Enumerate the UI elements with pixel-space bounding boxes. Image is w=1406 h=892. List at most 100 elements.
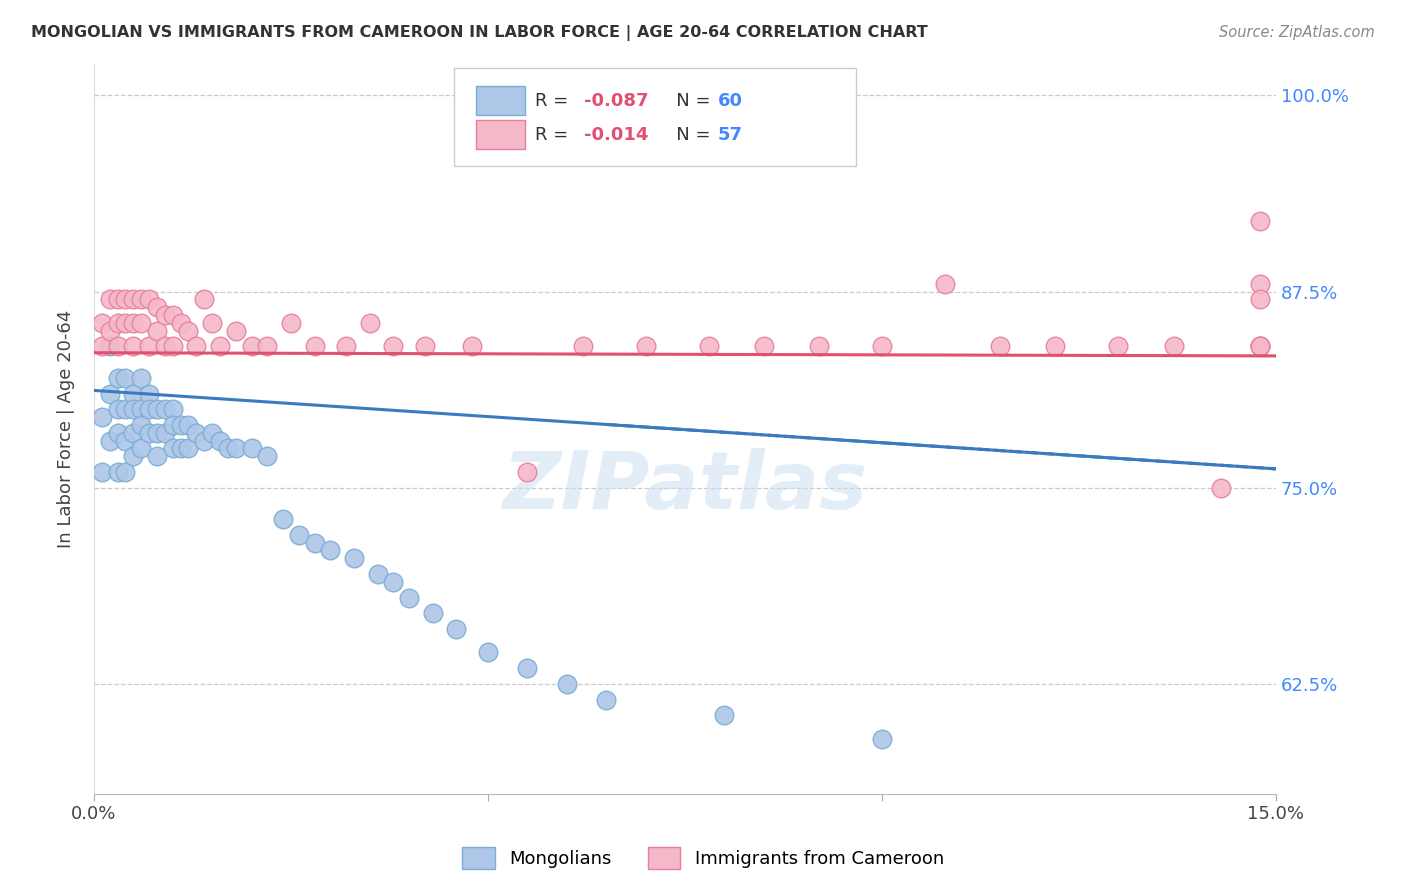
Point bbox=[201, 316, 224, 330]
Point bbox=[193, 293, 215, 307]
Point bbox=[122, 316, 145, 330]
Point bbox=[1163, 339, 1185, 353]
Point bbox=[1249, 214, 1271, 228]
Point bbox=[256, 450, 278, 464]
Point bbox=[98, 434, 121, 448]
Point bbox=[122, 450, 145, 464]
Point bbox=[114, 371, 136, 385]
Point bbox=[343, 551, 366, 566]
Point bbox=[129, 417, 152, 432]
Point bbox=[129, 316, 152, 330]
Point bbox=[461, 339, 484, 353]
Point bbox=[177, 417, 200, 432]
Point bbox=[988, 339, 1011, 353]
Point bbox=[304, 535, 326, 549]
Point bbox=[107, 402, 129, 417]
Point bbox=[271, 512, 294, 526]
Point bbox=[208, 339, 231, 353]
Point bbox=[138, 402, 160, 417]
Text: Source: ZipAtlas.com: Source: ZipAtlas.com bbox=[1219, 25, 1375, 40]
Text: R =: R = bbox=[534, 126, 574, 144]
Point bbox=[1045, 339, 1067, 353]
Point bbox=[398, 591, 420, 605]
Point bbox=[114, 316, 136, 330]
Point bbox=[162, 402, 184, 417]
Y-axis label: In Labor Force | Age 20-64: In Labor Force | Age 20-64 bbox=[58, 310, 75, 548]
Point bbox=[934, 277, 956, 291]
Point bbox=[138, 386, 160, 401]
Point bbox=[1209, 481, 1232, 495]
Point bbox=[225, 442, 247, 456]
Point bbox=[90, 410, 112, 425]
Point bbox=[107, 293, 129, 307]
Point bbox=[177, 324, 200, 338]
Text: N =: N = bbox=[659, 92, 716, 110]
Point bbox=[107, 316, 129, 330]
Text: -0.087: -0.087 bbox=[585, 92, 650, 110]
Point bbox=[201, 425, 224, 440]
Point bbox=[240, 339, 263, 353]
Point bbox=[382, 574, 405, 589]
Point bbox=[122, 293, 145, 307]
Point bbox=[90, 316, 112, 330]
Point bbox=[129, 371, 152, 385]
Point bbox=[169, 442, 191, 456]
Point bbox=[516, 465, 538, 479]
FancyBboxPatch shape bbox=[475, 86, 526, 115]
Text: 57: 57 bbox=[718, 126, 742, 144]
Point bbox=[1107, 339, 1129, 353]
Point bbox=[90, 465, 112, 479]
Point bbox=[146, 324, 169, 338]
Point bbox=[280, 316, 302, 330]
Point bbox=[193, 434, 215, 448]
Point bbox=[138, 425, 160, 440]
Point bbox=[122, 425, 145, 440]
Point bbox=[186, 339, 208, 353]
Legend: Mongolians, Immigrants from Cameroon: Mongolians, Immigrants from Cameroon bbox=[453, 838, 953, 879]
Point bbox=[153, 402, 176, 417]
FancyBboxPatch shape bbox=[475, 120, 526, 150]
Point bbox=[1249, 339, 1271, 353]
Point bbox=[304, 339, 326, 353]
Point bbox=[256, 339, 278, 353]
Point bbox=[129, 293, 152, 307]
Point bbox=[107, 465, 129, 479]
Point bbox=[225, 324, 247, 338]
Point bbox=[122, 339, 145, 353]
Point bbox=[208, 434, 231, 448]
Point bbox=[114, 293, 136, 307]
Point bbox=[98, 293, 121, 307]
Point bbox=[138, 293, 160, 307]
Point bbox=[153, 339, 176, 353]
Point bbox=[752, 339, 775, 353]
Point bbox=[382, 339, 405, 353]
Point bbox=[98, 324, 121, 338]
Point bbox=[713, 708, 735, 723]
Point bbox=[288, 528, 311, 542]
Point bbox=[240, 442, 263, 456]
FancyBboxPatch shape bbox=[454, 68, 856, 166]
Point bbox=[595, 692, 617, 706]
Point bbox=[446, 622, 468, 636]
Point bbox=[516, 661, 538, 675]
Point bbox=[1249, 339, 1271, 353]
Text: -0.014: -0.014 bbox=[585, 126, 648, 144]
Point bbox=[413, 339, 436, 353]
Point bbox=[98, 386, 121, 401]
Point bbox=[153, 308, 176, 322]
Point bbox=[1249, 293, 1271, 307]
Point bbox=[162, 308, 184, 322]
Point bbox=[477, 645, 499, 659]
Point bbox=[114, 465, 136, 479]
Point bbox=[98, 339, 121, 353]
Point bbox=[138, 339, 160, 353]
Point bbox=[129, 442, 152, 456]
Point bbox=[162, 339, 184, 353]
Point bbox=[169, 316, 191, 330]
Point bbox=[122, 402, 145, 417]
Point bbox=[122, 386, 145, 401]
Point bbox=[107, 339, 129, 353]
Text: ZIPatlas: ZIPatlas bbox=[502, 449, 868, 526]
Point bbox=[162, 442, 184, 456]
Point bbox=[153, 425, 176, 440]
